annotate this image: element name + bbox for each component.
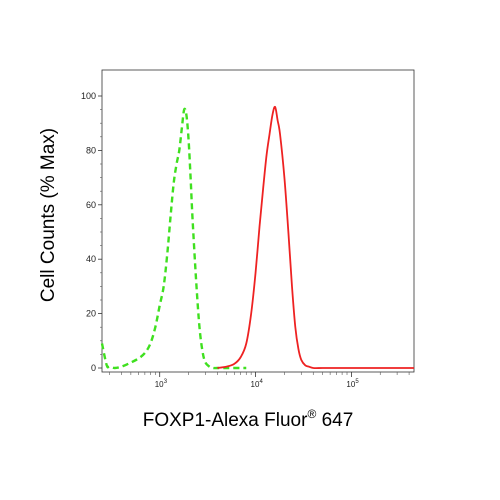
x-axis: 10 3 10 4 10 5	[109, 372, 410, 389]
x-axis-label: FOXP1-Alexa Fluor® 647	[143, 407, 354, 431]
y-tick-label: 80	[86, 145, 96, 155]
y-tick-label: 100	[81, 91, 96, 101]
x-tick-exponent: 3	[164, 379, 168, 385]
series-layer	[100, 105, 414, 370]
x-tick-exponent: 5	[355, 379, 359, 385]
plot-frame	[101, 69, 415, 373]
x-tick-label: 10	[251, 380, 260, 389]
y-axis-label: Cell Counts (% Max)	[38, 128, 59, 302]
x-axis-label-suffix: 647	[316, 410, 353, 431]
x-axis-label-main: FOXP1-Alexa Fluor	[143, 410, 308, 431]
y-tick-label: 0	[91, 363, 96, 373]
series-line-sample	[217, 105, 414, 370]
y-tick-label: 60	[86, 200, 96, 210]
y-tick-label: 20	[86, 309, 96, 319]
series-line-control	[100, 107, 247, 370]
x-tick-label: 10	[346, 380, 355, 389]
x-tick-label: 10	[155, 380, 164, 389]
x-tick-exponent: 4	[260, 379, 264, 385]
y-axis: 0 20 40 60 80 100	[81, 91, 102, 373]
y-tick-label: 40	[86, 254, 96, 264]
x-axis-label-registered: ®	[307, 407, 316, 421]
